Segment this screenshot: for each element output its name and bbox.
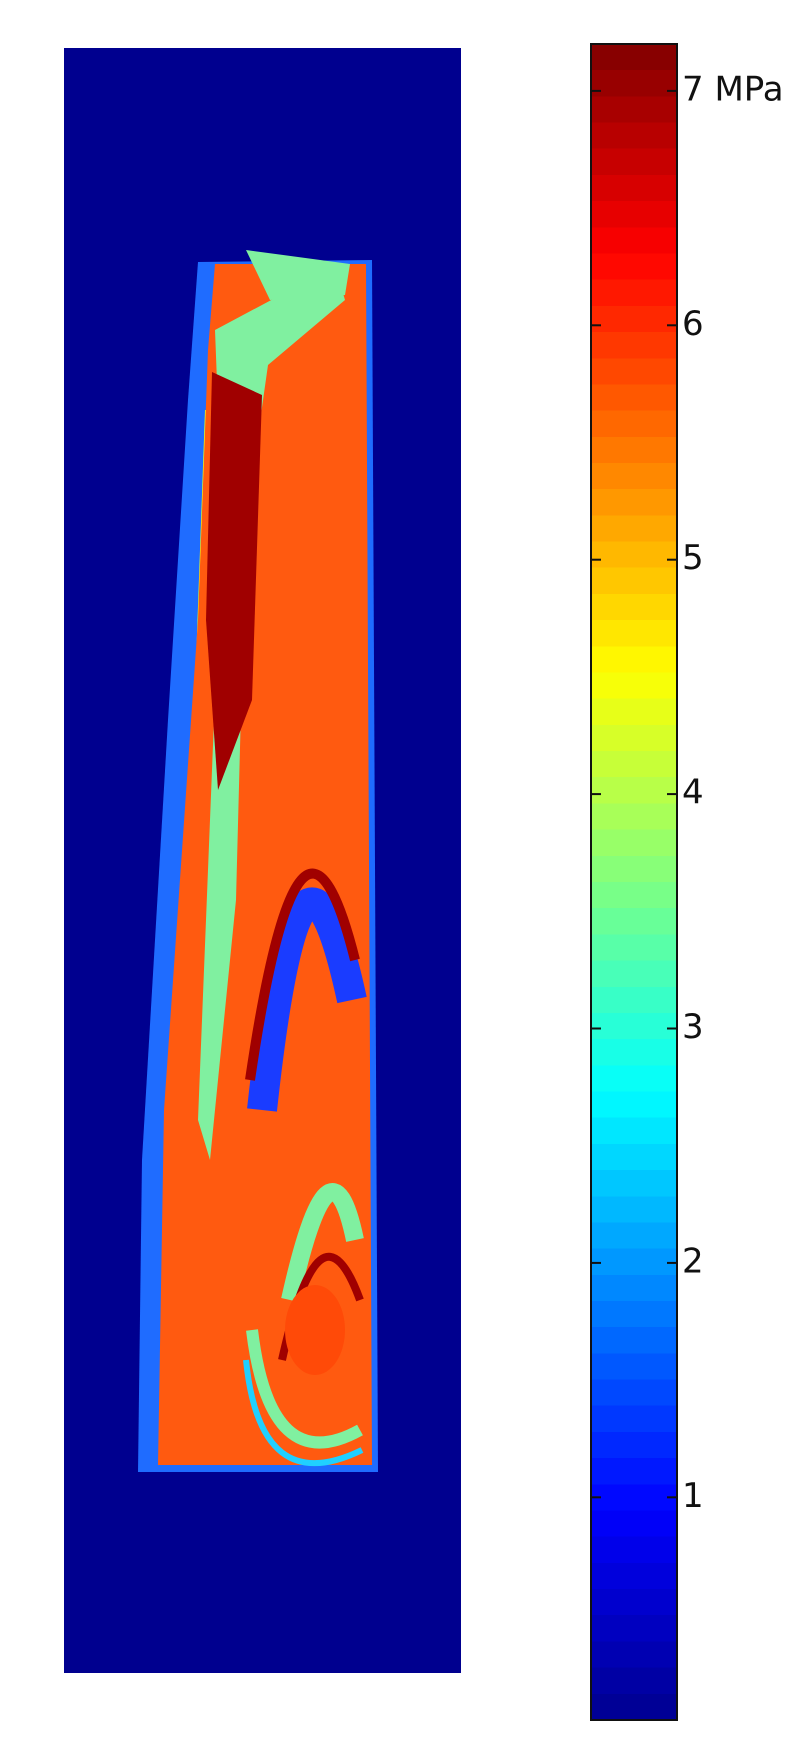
green-arch <box>281 1183 364 1302</box>
cyan-arch-low <box>243 1359 364 1467</box>
blue-arch <box>247 887 367 1112</box>
tick-label: 1 <box>682 1476 704 1516</box>
red-arch <box>245 868 360 1081</box>
colorbar <box>590 43 678 1721</box>
tick-label: 7 MPa <box>682 69 784 109</box>
tick-label: 5 <box>682 538 704 578</box>
tick-label: 3 <box>682 1007 704 1047</box>
orange-core <box>285 1285 345 1375</box>
green-arch-low <box>246 1329 363 1449</box>
red-region <box>206 372 262 790</box>
tick-label: 6 <box>682 304 704 344</box>
green-top <box>246 250 350 300</box>
tick-label: 4 <box>682 773 704 813</box>
stress-field <box>64 48 461 1673</box>
tick-label: 2 <box>682 1241 704 1281</box>
